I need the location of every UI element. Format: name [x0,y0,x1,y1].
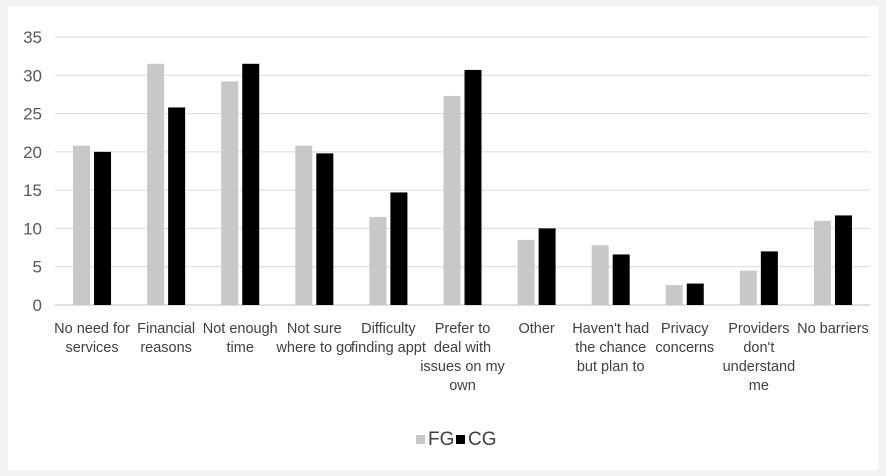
bar-fg [221,81,239,305]
bar-cg [316,153,334,305]
category-label: concerns [655,340,714,356]
bar-fg [295,145,313,305]
bar-fg [369,216,387,305]
bar-cg [538,228,556,305]
category-label: No need for [54,321,130,337]
category-label: me [749,378,769,394]
category-label: Financial [137,321,195,337]
y-tick-label: 35 [23,28,42,47]
bar-fg [147,63,165,305]
category-label: Providers [728,321,789,337]
category-label: Privacy [661,321,709,337]
category-label: No barriers [797,321,869,337]
category-label: deal with [434,340,491,356]
category-label: don't [743,340,774,356]
category-label: own [449,378,476,394]
bar-cg [834,215,852,305]
legend-label-fg: FG [428,429,454,450]
y-tick-label: 10 [23,219,42,238]
y-tick-label: 0 [33,296,42,315]
category-label: Not sure [287,321,342,337]
bar-fg [517,239,535,305]
bars [73,63,852,306]
category-label: Other [518,321,554,337]
bar-cg [168,107,186,306]
category-label: reasons [140,340,192,356]
category-label: understand [723,359,796,375]
chart-frame: 0 5 10 15 20 25 30 35 No need for services Financ… [8,6,878,470]
gridlines [55,36,870,306]
y-tick-label: 30 [23,66,42,85]
category-label: time [227,340,254,356]
category-label: issues on my [420,359,505,375]
bar-fg [73,145,91,305]
y-axis-ticks: 0 5 10 15 20 25 30 35 [23,28,42,315]
category-label: Haven't had [572,321,649,337]
category-label: finding appt [351,340,426,356]
bar-cg [760,251,778,305]
bar-cg [686,283,704,305]
bar-fg [813,220,831,305]
bar-fg [665,285,683,305]
bar-chart: 0 5 10 15 20 25 30 35 No need for services Financ… [23,28,870,450]
bar-cg [464,69,482,305]
y-tick-label: 15 [23,181,42,200]
legend-swatch-cg [456,435,465,444]
legend-swatch-fg [416,435,425,444]
category-label: Difficulty [361,321,416,337]
y-tick-label: 5 [33,258,42,277]
bar-cg [390,192,408,305]
bar-fg [739,270,757,305]
y-tick-label: 25 [23,105,42,124]
category-label: Prefer to [435,321,491,337]
bar-cg [242,63,260,305]
bar-cg [612,254,630,305]
category-label: but plan to [577,359,645,375]
legend: FG CG [416,429,497,450]
bar-cg [94,151,112,305]
bar-fg [443,95,461,306]
category-label: services [65,340,118,356]
x-axis-labels: No need for services Financial reasons Not e… [54,321,869,394]
category-label: where to go [275,340,352,356]
category-label: Not enough [203,321,278,337]
bar-fg [591,245,609,305]
y-tick-label: 20 [23,143,42,162]
legend-label-cg: CG [468,429,497,450]
category-label: the chance [575,340,646,356]
